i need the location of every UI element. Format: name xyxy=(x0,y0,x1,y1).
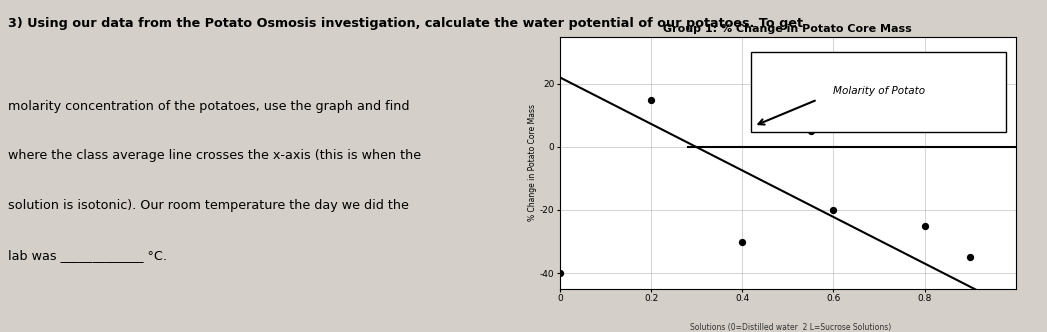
Point xyxy=(643,97,660,102)
Text: where the class average line crosses the x-axis (this is when the: where the class average line crosses the… xyxy=(7,149,421,162)
Point xyxy=(916,223,933,228)
Text: lab was _____________ °C.: lab was _____________ °C. xyxy=(7,249,166,262)
Point xyxy=(734,239,751,244)
Point xyxy=(825,207,842,213)
Title: Group 1: % Change in Potato Core Mass: Group 1: % Change in Potato Core Mass xyxy=(664,24,912,34)
Text: 3) Using our data from the Potato Osmosis investigation, calculate the water pot: 3) Using our data from the Potato Osmosi… xyxy=(7,17,803,30)
Point xyxy=(961,255,978,260)
Y-axis label: % Change in Potato Core Mass: % Change in Potato Core Mass xyxy=(528,104,537,221)
FancyBboxPatch shape xyxy=(752,52,1006,132)
Text: Molarity of Potato: Molarity of Potato xyxy=(833,86,925,96)
Text: molarity concentration of the potatoes, use the graph and find: molarity concentration of the potatoes, … xyxy=(7,100,409,113)
Point xyxy=(802,128,819,134)
Text: solution is isotonic). Our room temperature the day we did the: solution is isotonic). Our room temperat… xyxy=(7,199,408,212)
Text: Solutions (0=Distilled water  2 L=Sucrose Solutions): Solutions (0=Distilled water 2 L=Sucrose… xyxy=(690,323,891,332)
Point xyxy=(552,270,569,276)
